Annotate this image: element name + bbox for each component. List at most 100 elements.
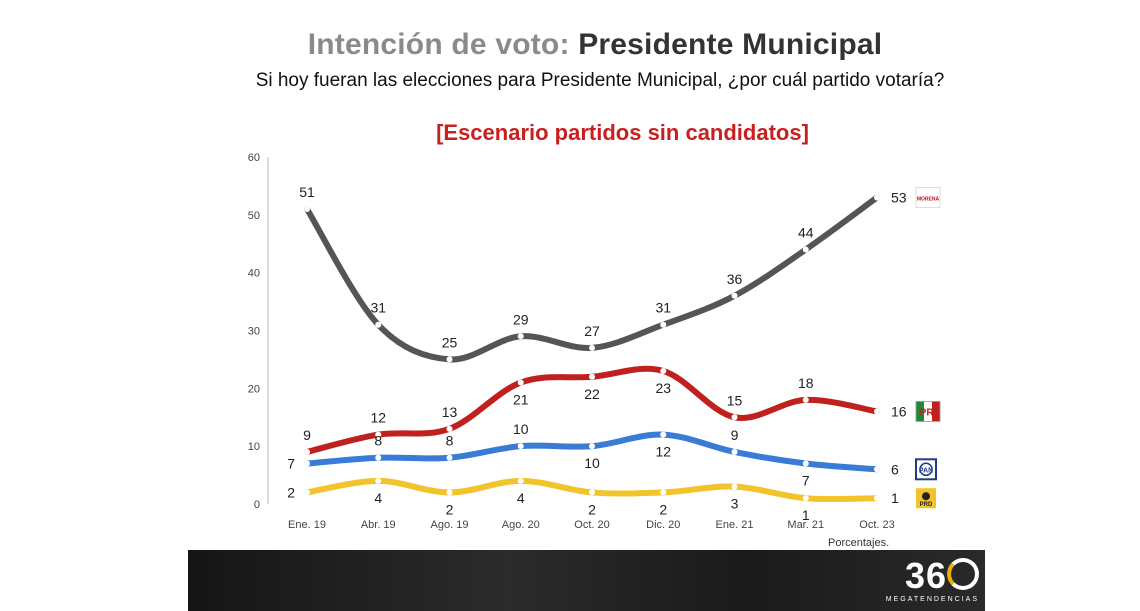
data-label: 53 bbox=[891, 189, 907, 205]
data-label: 25 bbox=[442, 334, 458, 350]
x-tick-label: Dic. 20 bbox=[646, 519, 680, 531]
data-point bbox=[589, 489, 595, 496]
data-point bbox=[874, 408, 880, 415]
title-main: Presidente Municipal bbox=[578, 28, 883, 61]
data-point bbox=[375, 477, 382, 484]
data-point bbox=[660, 321, 667, 328]
data-point bbox=[802, 460, 809, 467]
data-point bbox=[802, 396, 809, 403]
data-point bbox=[660, 431, 667, 438]
y-tick-label: 40 bbox=[248, 268, 260, 280]
data-label: 1 bbox=[891, 490, 899, 506]
data-point bbox=[802, 495, 809, 502]
chart-subtitle: Si hoy fueran las elecciones para Presid… bbox=[255, 70, 945, 91]
svg-text:MORENA: MORENA bbox=[917, 196, 940, 202]
data-label: 23 bbox=[655, 380, 671, 396]
data-label: 7 bbox=[802, 473, 810, 489]
y-tick-label: 20 bbox=[248, 383, 260, 395]
footnote: Porcentajes. bbox=[828, 537, 890, 549]
data-label: 22 bbox=[584, 386, 600, 402]
data-label: 2 bbox=[287, 484, 295, 500]
data-point bbox=[660, 367, 667, 374]
data-label: 31 bbox=[370, 300, 386, 316]
data-label: 2 bbox=[588, 501, 596, 517]
data-label: 4 bbox=[517, 490, 525, 506]
data-point bbox=[874, 495, 880, 502]
data-label: 9 bbox=[303, 427, 311, 443]
pri-logo: PRI bbox=[915, 401, 941, 422]
data-point bbox=[589, 443, 595, 450]
data-point bbox=[304, 206, 310, 213]
x-tick-label: Abr. 19 bbox=[361, 519, 396, 531]
pan-logo: PAN bbox=[915, 458, 937, 481]
data-point bbox=[375, 431, 382, 438]
data-point bbox=[517, 443, 524, 450]
x-tick-label: Oct. 23 bbox=[859, 519, 894, 531]
data-label: 6 bbox=[891, 461, 899, 477]
data-label: 9 bbox=[731, 427, 739, 443]
data-label: 10 bbox=[584, 455, 600, 471]
data-point bbox=[802, 246, 809, 253]
data-point bbox=[731, 448, 738, 455]
data-point bbox=[446, 356, 453, 363]
y-tick-label: 0 bbox=[254, 499, 260, 511]
x-tick-label: Ago. 20 bbox=[502, 519, 540, 531]
data-label: 31 bbox=[655, 300, 671, 316]
data-point bbox=[589, 373, 595, 380]
chart-title: Intención de voto: Presidente Municipal bbox=[0, 28, 1140, 62]
title-prefix: Intención de voto: bbox=[307, 28, 570, 61]
data-point bbox=[304, 460, 310, 467]
data-point bbox=[589, 344, 595, 351]
svg-text:PRD: PRD bbox=[920, 502, 933, 508]
data-point bbox=[517, 333, 524, 340]
line-chart: 0 10 20 30 40 50 60 Ene. 19 Abr. 19 Ago. 19 Ago. 2… bbox=[248, 152, 941, 531]
data-point bbox=[304, 448, 310, 455]
data-point bbox=[375, 454, 382, 461]
y-tick-label: 60 bbox=[248, 152, 260, 164]
brand-mark: 36 bbox=[886, 558, 979, 594]
scenario-label: [Escenario partidos sin candidatos] bbox=[436, 120, 809, 145]
x-tick-label: Ene. 21 bbox=[716, 519, 754, 531]
data-point bbox=[446, 454, 453, 461]
brand-logo: 36 MEGATENDENCIAS bbox=[886, 558, 979, 603]
data-label: 16 bbox=[891, 403, 907, 419]
data-label: 13 bbox=[442, 404, 458, 420]
data-label: 29 bbox=[513, 311, 529, 327]
y-tick-label: 10 bbox=[248, 441, 260, 453]
data-label: 15 bbox=[727, 392, 743, 408]
data-point bbox=[731, 292, 738, 299]
data-label: 27 bbox=[584, 323, 600, 339]
data-point bbox=[375, 321, 382, 328]
data-label: 7 bbox=[287, 456, 295, 472]
morena-logo: MORENA bbox=[915, 186, 941, 208]
data-label: 36 bbox=[727, 271, 743, 287]
data-label: 10 bbox=[513, 421, 529, 437]
data-point bbox=[874, 466, 880, 473]
data-point bbox=[517, 477, 524, 484]
data-point bbox=[304, 489, 310, 496]
data-label: 8 bbox=[446, 433, 454, 449]
y-tick-label: 50 bbox=[248, 210, 260, 222]
data-label: 21 bbox=[513, 392, 529, 408]
data-label: 51 bbox=[299, 184, 315, 200]
data-label: 2 bbox=[446, 501, 454, 517]
data-label: 18 bbox=[798, 375, 814, 391]
data-point bbox=[660, 489, 667, 496]
prd-logo: PRD bbox=[916, 488, 936, 509]
x-tick-label: Ene. 19 bbox=[288, 519, 326, 531]
data-point bbox=[446, 489, 453, 496]
x-tick-label: Oct. 20 bbox=[574, 519, 609, 531]
svg-text:PAN: PAN bbox=[919, 467, 933, 474]
data-point bbox=[874, 194, 880, 201]
x-tick-label: Mar. 21 bbox=[787, 519, 824, 531]
data-label: 8 bbox=[374, 433, 382, 449]
data-point bbox=[446, 425, 453, 432]
data-label: 1 bbox=[802, 507, 810, 523]
data-label: 4 bbox=[374, 490, 382, 506]
data-label: 12 bbox=[655, 444, 671, 460]
x-tick-label: Ago. 19 bbox=[431, 519, 469, 531]
svg-text:PRI: PRI bbox=[920, 407, 937, 418]
data-label: 12 bbox=[370, 410, 386, 426]
footer-bar: 36 MEGATENDENCIAS bbox=[188, 550, 985, 611]
data-label: 2 bbox=[659, 501, 667, 517]
